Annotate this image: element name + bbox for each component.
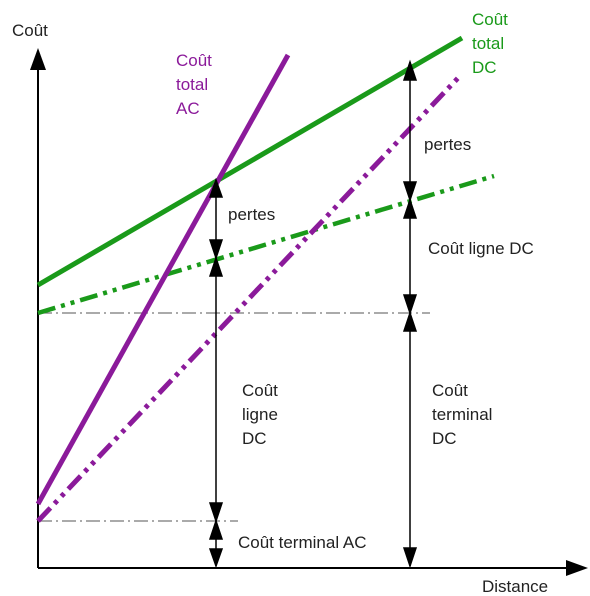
dc-dimension-arrows — [404, 62, 416, 566]
dc-terminal-label-line-3: DC — [432, 429, 457, 448]
dc-total-label: Coût total DC — [472, 10, 508, 77]
dc-total-label-line-3: DC — [472, 58, 497, 77]
ac-terminal-label: Coût terminal AC — [238, 533, 367, 552]
dc-losses-label: pertes — [424, 135, 471, 154]
ac-line-dc-label-line-3: DC — [242, 429, 267, 448]
dc-terminal-label: Coût terminal DC — [432, 381, 492, 448]
dc-terminal-label-line-2: terminal — [432, 405, 492, 424]
ac-line-dc-label-line-1: Coût — [242, 381, 278, 400]
ac-total-label-line-3: AC — [176, 99, 200, 118]
y-axis-label: Coût — [12, 21, 48, 40]
ac-losses-arrow-bottom — [210, 240, 222, 258]
ac-line-arrow-bottom — [210, 503, 222, 521]
ac-line-dc-label: Coût ligne DC — [242, 381, 278, 448]
ac-losses-label: pertes — [228, 205, 275, 224]
dc-terminal-label-line-1: Coût — [432, 381, 468, 400]
dc-line-arrow-bottom — [404, 295, 416, 313]
dc-terminal-arrow-top — [404, 313, 416, 331]
dc-total-label-line-1: Coût — [472, 10, 508, 29]
ac-total-label-line-1: Coût — [176, 51, 212, 70]
dc-total-label-line-2: total — [472, 34, 504, 53]
x-axis-label: Distance — [482, 577, 548, 596]
ac-terminal-arrow-top — [210, 521, 222, 539]
ac-line-cost-line — [38, 78, 458, 521]
x-axis-arrow — [566, 560, 588, 576]
ac-line-dc-label-line-2: ligne — [242, 405, 278, 424]
dc-losses-arrow-bottom — [404, 182, 416, 200]
dc-terminal-arrow-bottom — [404, 548, 416, 566]
ac-terminal-arrow-bottom — [210, 549, 222, 566]
ac-dimension-arrows — [210, 180, 222, 566]
ac-total-label: Coût total AC — [176, 51, 212, 118]
dc-line-cost-label: Coût ligne DC — [428, 239, 534, 258]
dc-line-arrow-top — [404, 200, 416, 218]
y-axis-arrow — [30, 48, 46, 70]
ac-total-label-line-2: total — [176, 75, 208, 94]
